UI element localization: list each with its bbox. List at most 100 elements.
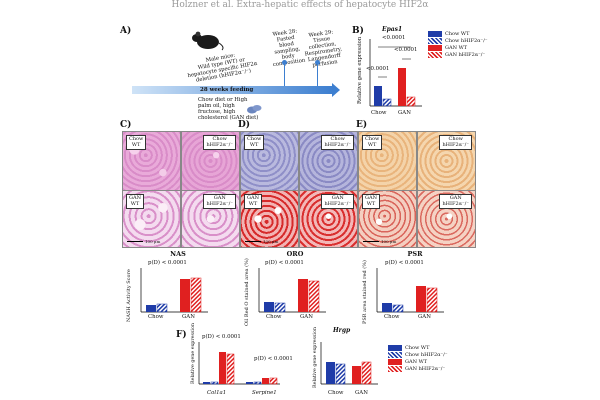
legend-chow-wt: Chow WT bbox=[388, 344, 447, 351]
f-bar-col1a1-gan-wt bbox=[219, 352, 226, 384]
panel-b-label: B) bbox=[352, 26, 364, 36]
panel-e-label: E) bbox=[356, 120, 368, 130]
f-bar-col1a1-chow-ko bbox=[210, 381, 219, 385]
panel-c-label: C) bbox=[120, 120, 132, 130]
he-chow-ko-image: Chow hHIF2α⁻/⁻ bbox=[181, 131, 240, 191]
scale-bar-label: 100 μm bbox=[263, 239, 279, 244]
legend-chow-ko: Chow hHIF2α⁻/⁻ bbox=[388, 351, 447, 358]
epas1-legend: Chow WT Chow hHIF2α⁻/⁻ GAN WT GAN hHIF2α… bbox=[428, 30, 487, 58]
legend-gan-ko: GAN hHIF2α⁻/⁻ bbox=[388, 365, 447, 372]
tag-chow-ko: Chow hHIF2α⁻/⁻ bbox=[321, 135, 354, 150]
mouse-icon bbox=[189, 29, 225, 51]
panel-f-label: F) bbox=[176, 330, 187, 340]
oro-sig: p(D) < 0.0001 bbox=[265, 260, 304, 266]
panel-a-label: A) bbox=[120, 26, 132, 36]
legend-gan-ko: GAN hHIF2α⁻/⁻ bbox=[428, 51, 487, 58]
panel-d-label: D) bbox=[238, 120, 251, 130]
f-legend: Chow WT Chow hHIF2α⁻/⁻ GAN WT GAN hHIF2α… bbox=[388, 344, 447, 372]
psr-chow-ko-image: Chow hHIF2α⁻/⁻ bbox=[417, 131, 476, 191]
psr-bar-chow-ko bbox=[392, 304, 404, 313]
tag-chow-wt: Chow WT bbox=[244, 135, 265, 150]
psr-chow-wt-image: Chow WT bbox=[358, 131, 417, 191]
oro-chow-wt-image: Chow WT bbox=[240, 131, 299, 191]
hrgp-bar-chow-wt bbox=[326, 362, 335, 384]
hrgp-x-gan: GAN bbox=[355, 390, 368, 396]
psr-bar-gan-wt bbox=[416, 286, 426, 312]
epas1-chart bbox=[364, 34, 424, 114]
f-chart bbox=[196, 340, 282, 388]
nas-x-gan: GAN bbox=[182, 314, 195, 320]
legend-swatch bbox=[388, 344, 402, 351]
tag-chow-ko: Chow hHIF2α⁻/⁻ bbox=[203, 135, 236, 150]
psr-x-gan: GAN bbox=[418, 314, 431, 320]
nas-bar-chow-ko bbox=[156, 303, 168, 313]
tag-gan-wt: GAN WT bbox=[362, 194, 380, 209]
tag-gan-ko: GAN hHIF2α⁻/⁻ bbox=[321, 194, 354, 209]
nas-sig: p(D) < 0.0001 bbox=[148, 260, 187, 266]
epas1-ylabel: Relative gene expression bbox=[357, 36, 363, 104]
mice-description: Male mice: Wild type (WT) or hepatocyte … bbox=[187, 52, 258, 84]
tag-gan-wt: GAN WT bbox=[126, 194, 144, 209]
f-x-col1a1: Col1a1 bbox=[207, 390, 227, 396]
epas1-bar-gan-wt bbox=[398, 68, 406, 106]
oro-ylabel: Oil Red O stained area (%) bbox=[244, 258, 250, 326]
psr-gan-ko-image: GAN hHIF2α⁻/⁻ bbox=[417, 190, 476, 248]
hrgp-title: Hrgp bbox=[333, 327, 351, 334]
week28-dot bbox=[282, 60, 287, 65]
he-chow-wt-image: Chow WT bbox=[122, 131, 181, 191]
psr-title: PSR bbox=[407, 250, 423, 258]
tag-chow-ko: Chow hHIF2α⁻/⁻ bbox=[439, 135, 472, 150]
nas-bar-gan-ko bbox=[190, 277, 202, 313]
oro-bar-chow-ko bbox=[274, 302, 286, 313]
diet-description: Chow diet or High palm oil, high fructos… bbox=[198, 97, 259, 121]
psr-ylabel: PSR area stained red (%) bbox=[362, 260, 368, 324]
oro-title: ORO bbox=[286, 250, 304, 258]
epas1-bar-chow-ko bbox=[382, 98, 392, 107]
oro-bar-gan-ko bbox=[308, 280, 320, 313]
scale-bar-label: 100 μm bbox=[145, 239, 161, 244]
tag-chow-wt: Chow WT bbox=[126, 135, 147, 150]
nas-bar-gan-wt bbox=[180, 279, 190, 312]
tag-gan-wt: GAN WT bbox=[244, 194, 262, 209]
timeline-label: 28 weeks feeding bbox=[200, 87, 254, 93]
hrgp-bar-gan-ko bbox=[361, 361, 372, 385]
f-bar-serpine1-gan-wt bbox=[262, 378, 269, 384]
psr-x-chow: Chow bbox=[384, 314, 400, 320]
he-gan-wt-image: GAN WT 100 μm bbox=[122, 190, 181, 248]
legend-chow-wt: Chow WT bbox=[428, 30, 487, 37]
week29-description: Week 29: Tissue collection, Respirometry… bbox=[304, 29, 343, 69]
oro-bar-gan-wt bbox=[298, 279, 308, 312]
legend-swatch bbox=[428, 44, 442, 51]
oro-chart bbox=[256, 266, 328, 316]
epas1-bar-gan-ko bbox=[406, 96, 416, 107]
week28-marker bbox=[284, 62, 285, 86]
food-pellet-icon bbox=[246, 100, 262, 114]
he-gan-ko-image: GAN hHIF2α⁻/⁻ bbox=[181, 190, 240, 248]
scale-bar bbox=[245, 240, 261, 242]
f-sig-col1a1: p(D) < 0.0001 bbox=[202, 334, 241, 340]
psr-bar-chow-wt bbox=[382, 303, 392, 312]
psr-chart bbox=[374, 266, 446, 316]
nas-x-chow: Chow bbox=[148, 314, 164, 320]
f-sig-serpine1: p(D) < 0.0001 bbox=[254, 356, 293, 362]
week29-dot bbox=[315, 60, 320, 65]
epas1-sig-chow: <0.0001 bbox=[366, 66, 390, 72]
tag-gan-ko: GAN hHIF2α⁻/⁻ bbox=[203, 194, 236, 209]
legend-chow-ko: Chow hHIF2α⁻/⁻ bbox=[428, 37, 487, 44]
timeline-arrow-icon bbox=[332, 83, 340, 97]
nas-title: NAS bbox=[170, 250, 186, 258]
f-bar-serpine1-gan-ko bbox=[269, 377, 278, 385]
legend-gan-wt: GAN WT bbox=[388, 358, 447, 365]
scale-bar-label: 100 μm bbox=[381, 239, 397, 244]
legend-swatch bbox=[428, 37, 442, 44]
psr-sig: p(D) < 0.0001 bbox=[385, 260, 424, 266]
f-bar-col1a1-gan-ko bbox=[226, 353, 235, 385]
epas1-x-gan: GAN bbox=[398, 110, 411, 116]
legend-swatch bbox=[428, 51, 442, 58]
epas1-sig-between: <0.0001 bbox=[382, 35, 406, 41]
oro-gan-wt-image: GAN WT 100 μm bbox=[240, 190, 299, 248]
nas-bar-chow-wt bbox=[146, 305, 156, 312]
hrgp-x-chow: Chow bbox=[328, 390, 344, 396]
tag-chow-wt: Chow WT bbox=[362, 135, 383, 150]
f-bar-serpine1-chow-wt bbox=[246, 382, 253, 384]
